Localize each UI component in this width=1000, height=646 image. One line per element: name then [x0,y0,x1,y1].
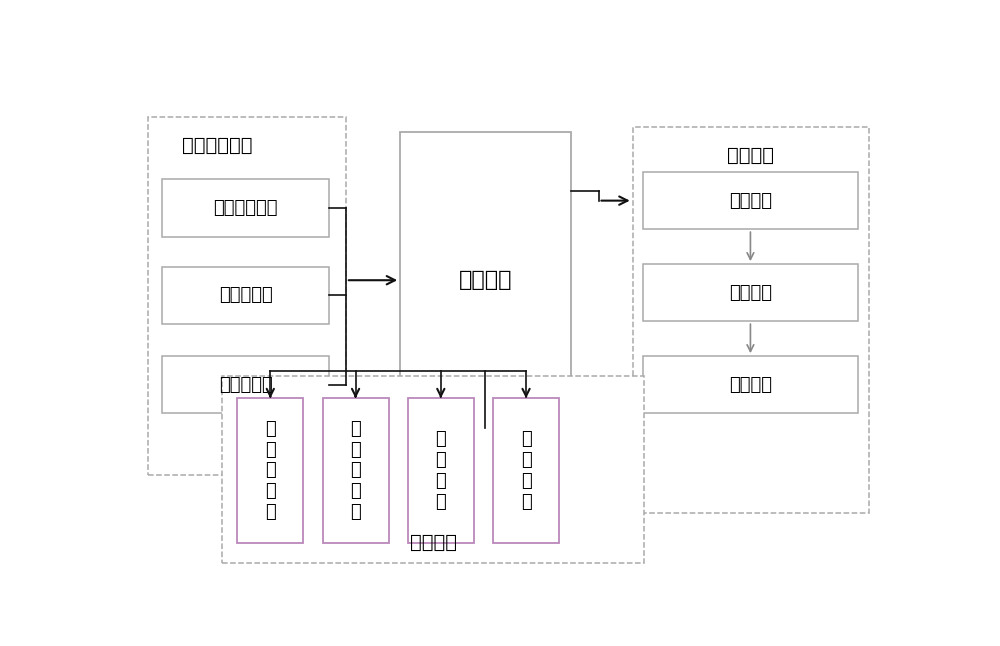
Text: 控制中心: 控制中心 [459,270,512,290]
Bar [643,264,858,321]
Bar [493,399,559,543]
Text: 湿度传感器: 湿度传感器 [219,286,272,304]
Text: 覆膜中心: 覆膜中心 [727,146,774,165]
Bar [323,399,388,543]
Text: 信号输入中心: 信号输入中心 [182,136,253,155]
Text: 冷
凝
模
块: 冷 凝 模 块 [435,430,446,511]
Text: 温度传感器: 温度传感器 [219,376,272,393]
Text: 计量模块: 计量模块 [729,192,772,210]
Bar [162,180,329,236]
Text: 图像采集模块: 图像采集模块 [213,199,278,217]
Text: 薄膜模块: 薄膜模块 [729,376,772,393]
Bar [643,172,858,229]
Bar [162,356,329,413]
Bar [400,132,571,428]
Text: 除
湿
器
模
块: 除 湿 器 模 块 [350,420,361,521]
Bar [237,399,303,543]
Bar [162,267,329,324]
Text: 暖
机
模
块: 暖 机 模 块 [521,430,531,511]
Bar [148,118,346,475]
Text: 起降模块: 起降模块 [729,284,772,302]
Bar [222,376,644,563]
Bar [643,356,858,413]
Text: 加
湿
器
模
块: 加 湿 器 模 块 [265,420,276,521]
Bar [633,127,869,513]
Bar [408,399,474,543]
Text: 实施中心: 实施中心 [410,532,457,552]
